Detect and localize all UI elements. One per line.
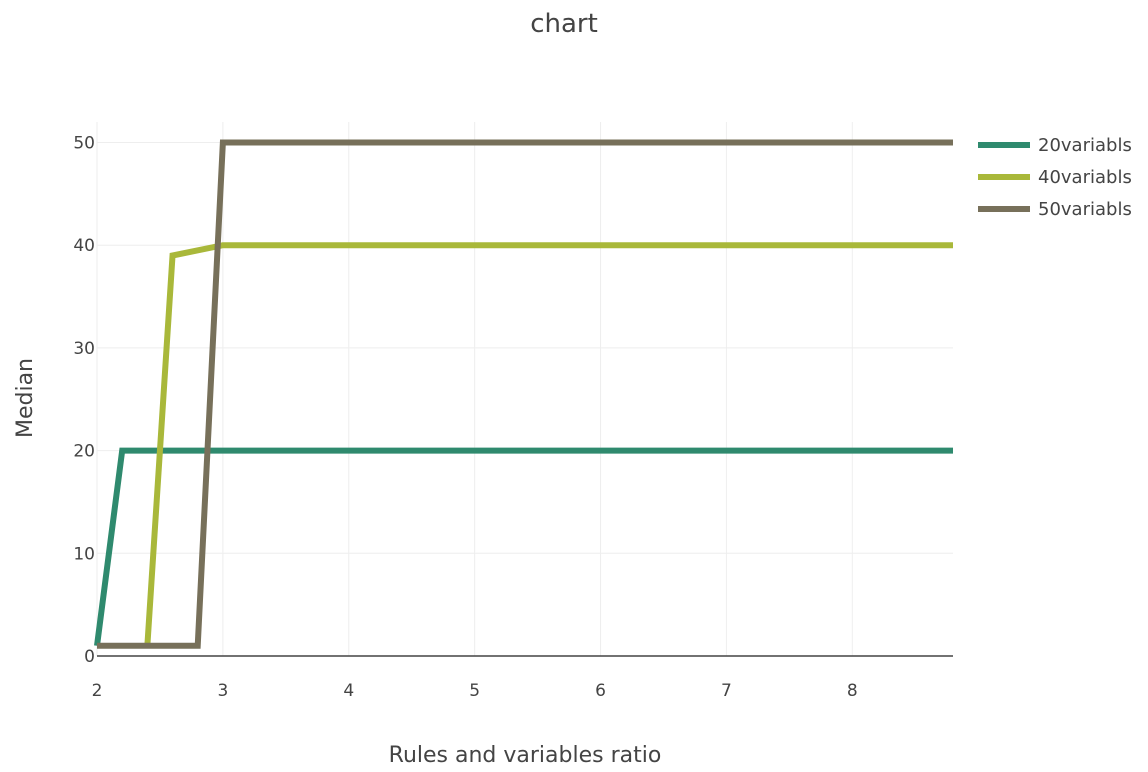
series-line-40variabls xyxy=(144,242,953,646)
series-line-20variabls xyxy=(94,447,953,647)
x-tick-label: 2 xyxy=(92,681,103,701)
grid-layer xyxy=(96,122,953,656)
x-tick-label: 8 xyxy=(847,681,858,701)
x-tick-label: 3 xyxy=(217,681,228,701)
legend-item-20variabls[interactable]: 20variabls xyxy=(978,135,1132,156)
tick-labels: 2 3 4 5 6 7 8 0 10 20 30 40 50 xyxy=(73,134,857,701)
y-axis-title: Median xyxy=(13,358,38,438)
legend-label: 40variabls xyxy=(1038,167,1132,188)
y-tick-label: 10 xyxy=(73,544,95,564)
x-axis-title: Rules and variables ratio xyxy=(389,743,662,768)
legend: 20variabls 40variabls 50variabls xyxy=(978,135,1132,220)
x-tick-label: 5 xyxy=(469,681,480,701)
y-tick-label: 20 xyxy=(73,442,95,462)
legend-item-40variabls[interactable]: 40variabls xyxy=(978,167,1132,188)
y-tick-label: 40 xyxy=(73,236,95,256)
x-tick-label: 4 xyxy=(343,681,354,701)
series-line-50variabls xyxy=(97,139,953,649)
chart-title: chart xyxy=(530,9,598,39)
series-layer xyxy=(94,139,953,649)
x-tick-label: 7 xyxy=(721,681,732,701)
legend-label: 50variabls xyxy=(1038,199,1132,220)
legend-label: 20variabls xyxy=(1038,135,1132,156)
y-tick-label: 30 xyxy=(73,339,95,359)
y-tick-label: 50 xyxy=(73,134,95,154)
y-tick-label: 0 xyxy=(84,647,95,667)
x-tick-label: 6 xyxy=(595,681,606,701)
legend-item-50variabls[interactable]: 50variabls xyxy=(978,199,1132,220)
